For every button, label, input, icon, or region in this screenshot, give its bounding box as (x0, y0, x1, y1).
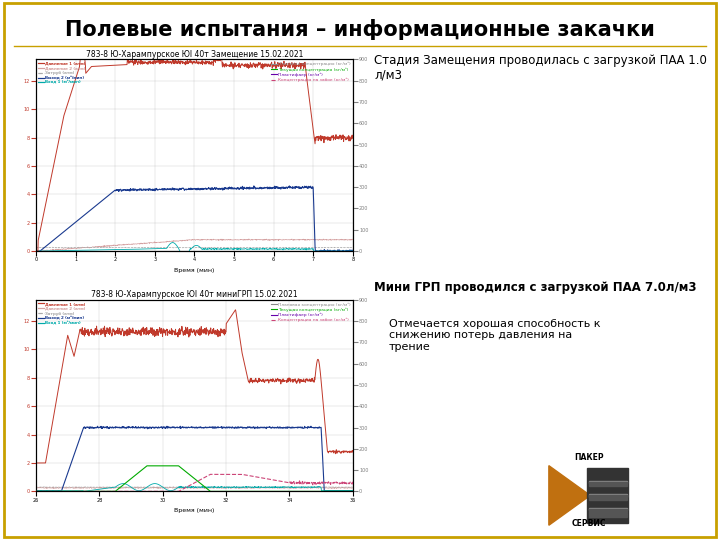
Bar (589, 513, 626, 517)
X-axis label: Время (мин): Время (мин) (174, 268, 215, 273)
Bar (587, 468, 629, 523)
Text: Полевые испытания – информационные закачки: Полевые испытания – информационные закач… (65, 19, 655, 40)
Title: 783-8 Ю-Харампурское ЮI 40т миниГРП 15.02.2021: 783-8 Ю-Харампурское ЮI 40т миниГРП 15.0… (91, 290, 297, 299)
Bar (589, 508, 626, 510)
Title: 783-8 Ю-Харампурское ЮI 40т Замещение 15.02.2021: 783-8 Ю-Харампурское ЮI 40т Замещение 15… (86, 50, 303, 59)
Bar (589, 481, 626, 483)
Legend: Плановая концентрация (кг/м³), Текущая концентрация (кг/м³), Пластифаер (кг/м³),: Плановая концентрация (кг/м³), Текущая к… (271, 302, 351, 322)
Text: СЕРВИС: СЕРВИС (572, 519, 606, 528)
Text: ПАКЕР: ПАКЕР (574, 453, 604, 462)
X-axis label: Время (мин): Время (мин) (174, 508, 215, 513)
Text: Отмечается хорошая способность к
снижению потерь давления на
трение: Отмечается хорошая способность к снижени… (389, 319, 600, 352)
Bar (589, 509, 626, 514)
Legend: Давление 1 (атм), Давление 2 (атм), Затруб (атм), Выход 2 (м³/мин), Вход 1 (м³/м: Давление 1 (атм), Давление 2 (атм), Затр… (38, 302, 85, 325)
Bar (589, 494, 626, 497)
Text: Стадия Замещения проводилась с загрузкой ПАА 1.0
л/м3: Стадия Замещения проводилась с загрузкой… (374, 54, 707, 82)
Legend: Плановая концентрация (кг/м³), Текущая концентрация (кг/м³), Пластифаер (кг/м³),: Плановая концентрация (кг/м³), Текущая к… (271, 62, 351, 82)
Text: Мини ГРП проводился с загрузкой ПАА 7.0л/м3: Мини ГРП проводился с загрузкой ПАА 7.0л… (374, 281, 697, 294)
Bar (589, 496, 626, 500)
Bar (589, 482, 626, 486)
Legend: Давление 1 (атм), Давление 2 (атм), Затруб (атм), Выход 2 (м³/мин), Вход 1 (м³/м: Давление 1 (атм), Давление 2 (атм), Затр… (38, 62, 85, 85)
Polygon shape (549, 465, 590, 525)
